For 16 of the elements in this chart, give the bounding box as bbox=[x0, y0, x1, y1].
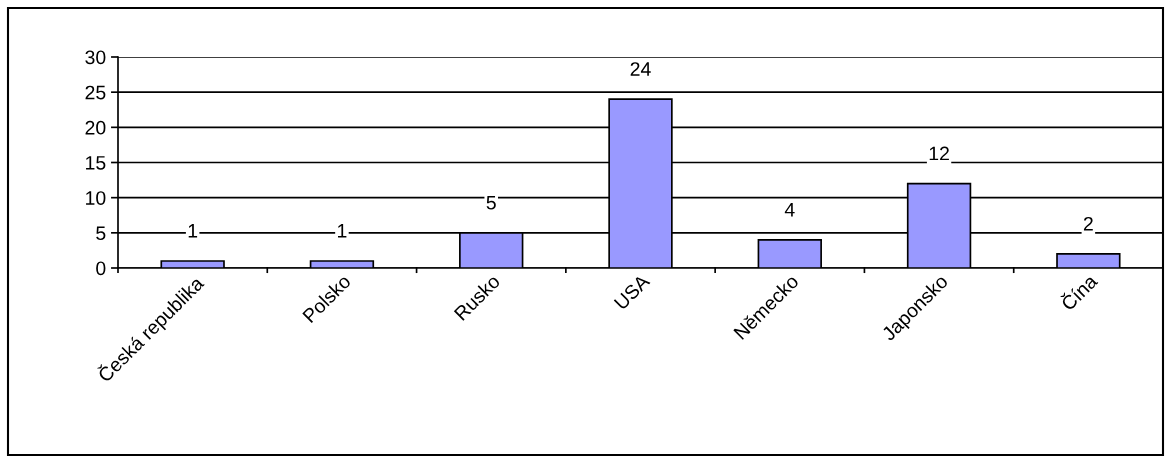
data-label: 5 bbox=[486, 195, 496, 210]
y-tick-label: 15 bbox=[86, 156, 106, 170]
data-label: 1 bbox=[188, 224, 198, 238]
y-tick-label: 25 bbox=[85, 85, 106, 100]
y-tick-label: 10 bbox=[86, 191, 106, 205]
data-label: 24 bbox=[630, 62, 651, 76]
data-label: 2 bbox=[1083, 216, 1093, 231]
data-label: 12 bbox=[929, 146, 949, 161]
x-tick-label: USA bbox=[613, 273, 651, 311]
data-label: 1 bbox=[338, 224, 347, 238]
y-tick-label: 30 bbox=[85, 50, 106, 65]
y-tick-label: 20 bbox=[85, 120, 106, 135]
data-label: 4 bbox=[784, 203, 795, 217]
x-tick-label: Čína bbox=[1057, 270, 1099, 312]
y-tick-label: 0 bbox=[96, 261, 106, 276]
y-tick-label: 5 bbox=[96, 226, 106, 241]
